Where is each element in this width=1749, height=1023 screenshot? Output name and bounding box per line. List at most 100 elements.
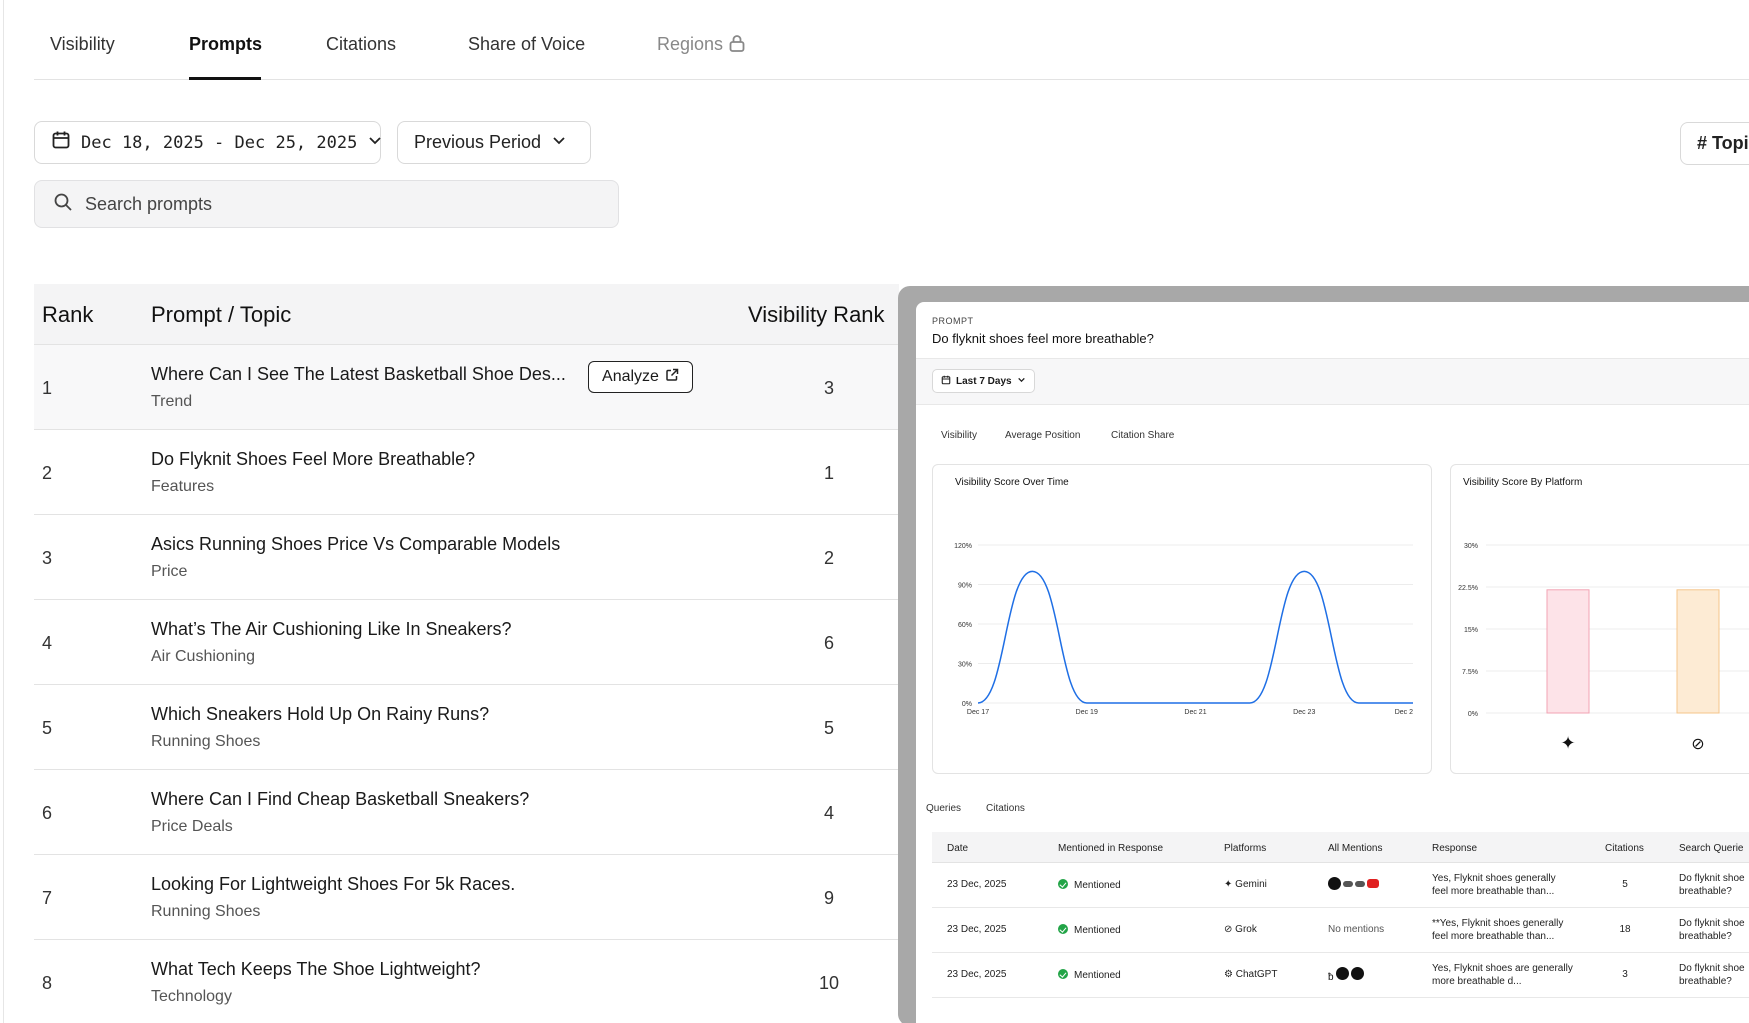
panel-kicker: PROMPT (932, 316, 974, 326)
analyze-button[interactable]: Analyze (588, 361, 693, 393)
table-header: Rank Prompt / Topic Visibility Rank (34, 284, 899, 345)
x-tick-label: Dec 2 (1395, 709, 1413, 716)
tab-panel-citations[interactable]: Citations (986, 803, 1025, 814)
panel-filter-bar: Last 7 Days (916, 359, 1749, 405)
table-row[interactable]: 8 What Tech Keeps The Shoe Lightweight? … (34, 940, 899, 1023)
tab-citation-share[interactable]: Citation Share (1111, 430, 1175, 441)
calendar-icon (51, 130, 71, 155)
row-prompt: Where Can I See The Latest Basketball Sh… (151, 364, 566, 384)
topics-button[interactable]: # Topi (1680, 122, 1749, 165)
tab-average-position[interactable]: Average Position (1005, 430, 1081, 441)
chatgpt-icon: ⚙ (1224, 969, 1233, 980)
tab-visibility[interactable]: Visibility (50, 34, 115, 54)
lock-icon (729, 34, 745, 57)
query-mentioned: Mentioned (1058, 879, 1121, 891)
chevron-down-icon (551, 132, 567, 153)
y-tick-label: 60% (958, 622, 972, 629)
table-row[interactable]: 7 Looking For Lightweight Shoes For 5k R… (34, 855, 899, 940)
row-topic: Price (151, 563, 188, 580)
prompts-table: Rank Prompt / Topic Visibility Rank 1 Wh… (34, 284, 899, 1023)
bar-chart-title: Visibility Score By Platform (1463, 477, 1583, 488)
row-visibility-rank: 10 (818, 973, 840, 993)
tab-share-of-voice[interactable]: Share of Voice (468, 34, 586, 54)
query-mention-logos (1328, 877, 1381, 890)
mentioned-label: Mentioned (1074, 880, 1121, 891)
table-row[interactable]: 6 Where Can I Find Cheap Basketball Snea… (34, 770, 899, 855)
row-prompt: Which Sneakers Hold Up On Rainy Runs? (151, 704, 490, 724)
table-row[interactable]: 1 Where Can I See The Latest Basketball … (34, 345, 899, 430)
analyze-label: Analyze (602, 368, 659, 385)
row-topic: Air Cushioning (151, 648, 256, 665)
compare-period-dropdown[interactable]: Previous Period (397, 121, 591, 164)
chevron-down-icon (367, 132, 383, 153)
qheader-all-mentions: All Mentions (1328, 843, 1383, 854)
date-range-label: Dec 18, 2025 - Dec 25, 2025 (81, 132, 358, 153)
search-input[interactable] (85, 193, 565, 215)
row-visibility-rank: 5 (823, 718, 834, 738)
query-search-query: Do flyknit shoe breathable? (1679, 918, 1745, 942)
check-circle-icon (1058, 879, 1068, 889)
brand-logo-icon: ƀ (1328, 972, 1334, 983)
row-rank: 5 (42, 718, 53, 738)
platform-label: Grok (1235, 924, 1257, 935)
top-tab-bar: Visibility Prompts Citations Share of Vo… (34, 0, 1749, 80)
row-topic: Running Shoes (151, 903, 261, 920)
query-date: 23 Dec, 2025 (947, 969, 1007, 980)
active-tab-underline (189, 77, 261, 80)
header-prompt-topic: Prompt / Topic (151, 302, 292, 327)
left-border (0, 0, 4, 1023)
y-tick-label: 90% (958, 583, 972, 590)
x-tick-label: Dec 17 (967, 709, 989, 716)
query-citations: 3 (1622, 969, 1628, 980)
y-tick-label: 0% (1468, 711, 1478, 718)
y-tick-label: 30% (1464, 543, 1478, 550)
query-search-query: Do flyknit shoe breathable? (1679, 963, 1745, 987)
brand-logo-icon (1343, 881, 1353, 887)
query-platform: ⚙ ChatGPT (1224, 969, 1277, 980)
query-row[interactable]: 23 Dec, 2025 Mentioned ⊘ Grok No mention… (932, 908, 1749, 953)
row-rank: 4 (42, 633, 53, 653)
tab-queries[interactable]: Queries (926, 803, 962, 814)
range-dropdown[interactable]: Last 7 Days (932, 369, 1035, 393)
query-row[interactable]: 23 Dec, 2025 Mentioned ✦ Gemini Yes, Fly… (932, 863, 1749, 908)
mentioned-label: Mentioned (1074, 970, 1121, 981)
table-row[interactable]: 4 What’s The Air Cushioning Like In Snea… (34, 600, 899, 685)
bar-chart: 0% 7.5% 15% 22.5% 30% ✦ ⊘ (1458, 543, 1749, 753)
row-rank: 1 (42, 378, 53, 398)
tab-visibility-metric[interactable]: Visibility (941, 430, 977, 441)
prompt-preview-overlay: PROMPT Do flyknit shoes feel more breath… (898, 286, 1749, 1023)
tab-regions-label: Regions (657, 34, 724, 54)
query-mentioned: Mentioned (1058, 924, 1121, 936)
platform-label: ChatGPT (1235, 969, 1278, 980)
row-rank: 3 (42, 548, 53, 568)
brand-logo-icon (1350, 967, 1364, 980)
y-tick-label: 120% (954, 543, 972, 550)
tab-regions[interactable]: Regions (657, 34, 745, 57)
compare-period-label: Previous Period (414, 132, 542, 152)
y-tick-label: 0% (962, 701, 972, 708)
x-tick-label: Dec 19 (1076, 709, 1098, 716)
row-visibility-rank: 4 (823, 803, 834, 823)
x-tick-label: Dec 21 (1184, 709, 1206, 716)
check-circle-icon (1058, 969, 1068, 979)
table-row[interactable]: 3 Asics Running Shoes Price Vs Comparabl… (34, 515, 899, 600)
qheader-mentioned: Mentioned in Response (1058, 843, 1164, 854)
qheader-response: Response (1432, 843, 1478, 854)
qheader-platforms: Platforms (1224, 843, 1267, 854)
query-response: **Yes, Flyknit shoes generally feel more… (1432, 918, 1564, 942)
date-range-picker[interactable]: Dec 18, 2025 - Dec 25, 2025 (34, 121, 381, 164)
query-response: Yes, Flyknit shoes generally feel more b… (1432, 873, 1556, 897)
chevron-down-icon (1017, 375, 1026, 387)
tab-prompts[interactable]: Prompts (189, 34, 263, 54)
row-rank: 7 (42, 888, 53, 908)
query-row[interactable]: 23 Dec, 2025 Mentioned ⚙ ChatGPT ƀ Yes, … (932, 953, 1749, 998)
row-rank: 6 (42, 803, 53, 823)
row-visibility-rank: 9 (823, 888, 834, 908)
query-date: 23 Dec, 2025 (947, 879, 1007, 890)
queries-table: Date Mentioned in Response Platforms All… (932, 832, 1749, 998)
y-tick-label: 7.5% (1462, 669, 1478, 676)
table-row[interactable]: 5 Which Sneakers Hold Up On Rainy Runs? … (34, 685, 899, 770)
table-row[interactable]: 2 Do Flyknit Shoes Feel More Breathable?… (34, 430, 899, 515)
query-mentioned: Mentioned (1058, 969, 1121, 981)
tab-citations[interactable]: Citations (326, 34, 397, 54)
